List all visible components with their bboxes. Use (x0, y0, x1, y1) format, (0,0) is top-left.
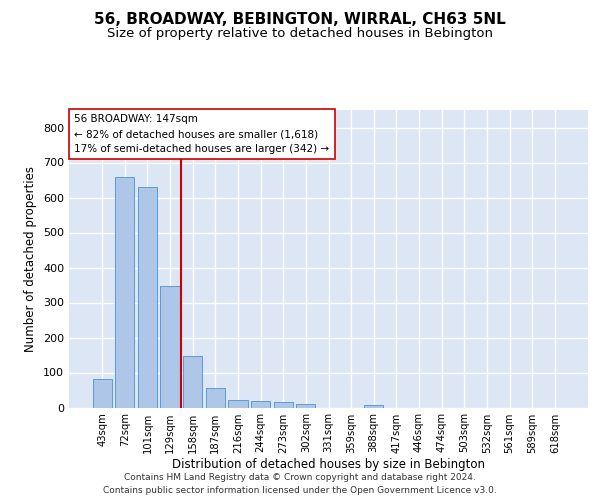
Bar (160, 286, 180, 408)
Text: Contains HM Land Registry data © Crown copyright and database right 2024.
Contai: Contains HM Land Registry data © Crown c… (103, 474, 497, 495)
Text: 56, BROADWAY, BEBINGTON, WIRRAL, CH63 5NL: 56, BROADWAY, BEBINGTON, WIRRAL, CH63 5N… (94, 12, 506, 28)
Text: 56 BROADWAY: 147sqm
← 82% of detached houses are smaller (1,618)
17% of semi-det: 56 BROADWAY: 147sqm ← 82% of detached ho… (74, 114, 329, 154)
Bar (115, 176, 134, 408)
Bar (274, 402, 293, 407)
Bar (183, 356, 202, 408)
Bar (364, 404, 383, 407)
Bar (229, 400, 248, 407)
Bar (92, 379, 112, 408)
X-axis label: Distribution of detached houses by size in Bebington: Distribution of detached houses by size … (172, 458, 485, 471)
Y-axis label: Number of detached properties: Number of detached properties (25, 166, 37, 352)
Bar (206, 388, 225, 407)
Bar (296, 404, 316, 407)
Bar (251, 401, 270, 407)
Text: Size of property relative to detached houses in Bebington: Size of property relative to detached ho… (107, 28, 493, 40)
Bar (138, 187, 157, 408)
